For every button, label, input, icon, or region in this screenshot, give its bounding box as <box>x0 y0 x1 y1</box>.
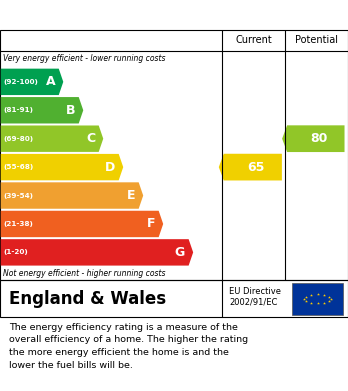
Text: D: D <box>105 161 115 174</box>
Polygon shape <box>1 182 143 209</box>
Text: (39-54): (39-54) <box>3 192 33 199</box>
Text: C: C <box>86 132 95 145</box>
Polygon shape <box>1 239 193 265</box>
Text: England & Wales: England & Wales <box>9 290 166 308</box>
Text: (92-100): (92-100) <box>3 79 38 85</box>
Polygon shape <box>1 211 163 237</box>
Text: (55-68): (55-68) <box>3 164 34 170</box>
Text: 65: 65 <box>248 161 265 174</box>
Polygon shape <box>282 126 345 152</box>
Bar <box>292 283 343 314</box>
Text: G: G <box>175 246 185 259</box>
Text: F: F <box>147 217 155 230</box>
Text: Current: Current <box>235 35 272 45</box>
Text: 80: 80 <box>311 132 328 145</box>
Text: Potential: Potential <box>295 35 338 45</box>
Text: (21-38): (21-38) <box>3 221 33 227</box>
Text: (69-80): (69-80) <box>3 136 34 142</box>
Text: The energy efficiency rating is a measure of the
overall efficiency of a home. T: The energy efficiency rating is a measur… <box>9 323 248 370</box>
Text: A: A <box>46 75 55 88</box>
Polygon shape <box>219 154 282 181</box>
Text: EU Directive
2002/91/EC: EU Directive 2002/91/EC <box>229 287 281 307</box>
Text: Very energy efficient - lower running costs: Very energy efficient - lower running co… <box>3 54 165 63</box>
Text: B: B <box>66 104 75 117</box>
Text: Energy Efficiency Rating: Energy Efficiency Rating <box>9 8 200 22</box>
Polygon shape <box>1 97 83 124</box>
Text: E: E <box>127 189 135 202</box>
Text: (1-20): (1-20) <box>3 249 28 255</box>
Polygon shape <box>1 69 63 95</box>
Text: (81-91): (81-91) <box>3 107 33 113</box>
Polygon shape <box>1 154 123 180</box>
Text: Not energy efficient - higher running costs: Not energy efficient - higher running co… <box>3 269 165 278</box>
Polygon shape <box>1 126 103 152</box>
